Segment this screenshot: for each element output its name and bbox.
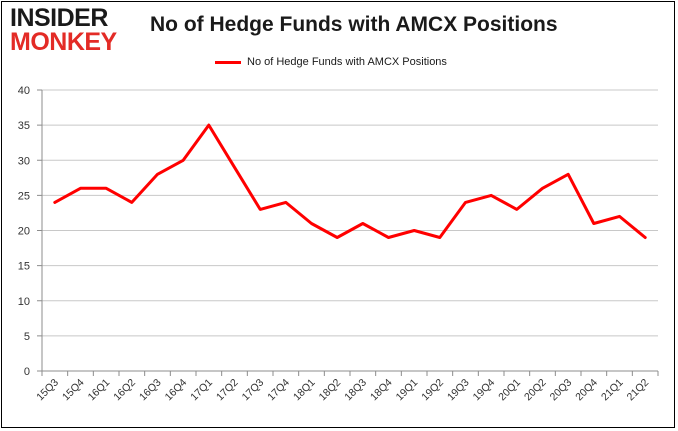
x-tick-19Q4: 19Q4 (471, 377, 498, 404)
x-tick-15Q4: 15Q4 (60, 377, 87, 404)
x-tick-21Q2: 21Q2 (625, 377, 652, 404)
legend-label: No of Hedge Funds with AMCX Positions (247, 56, 447, 68)
x-tick-labels: 15Q3 15Q4 16Q1 16Q2 16Q3 16Q4 17Q1 17Q2 17Q3 17Q4… (34, 377, 651, 404)
x-tick-17Q4: 17Q4 (265, 377, 292, 404)
x-tick-20Q1: 20Q1 (496, 377, 523, 404)
logo-line-1: INSIDER (10, 4, 108, 32)
y-tick-25: 25 (18, 190, 30, 202)
y-tick-40: 40 (18, 85, 30, 97)
y-tick-20: 20 (18, 226, 30, 238)
series-line-0 (53, 123, 647, 239)
y-tick-0: 0 (24, 366, 30, 378)
x-tick-20Q2: 20Q2 (522, 377, 549, 404)
logo-line-2: MONKEY (10, 28, 117, 56)
x-tick-19Q1: 19Q1 (394, 377, 421, 404)
x-tick-20Q4: 20Q4 (573, 377, 600, 404)
x-tick-17Q3: 17Q3 (240, 377, 267, 404)
x-tick-16Q2: 16Q2 (111, 377, 138, 404)
x-tick-19Q2: 19Q2 (419, 377, 446, 404)
x-tick-15Q3: 15Q3 (34, 377, 61, 404)
x-tick-21Q1: 21Q1 (599, 377, 626, 404)
x-tick-18Q1: 18Q1 (291, 377, 318, 404)
x-tick-20Q3: 20Q3 (548, 377, 575, 404)
y-tick-labels: 0 5 10 15 20 25 30 35 40 (18, 85, 30, 378)
x-tick-18Q2: 18Q2 (317, 377, 344, 404)
series-lines (53, 123, 647, 239)
x-tick-19Q3: 19Q3 (445, 377, 472, 404)
x-tick-16Q1: 16Q1 (86, 377, 113, 404)
y-tick-30: 30 (18, 155, 30, 167)
y-tick-15: 15 (18, 261, 30, 273)
x-tick-16Q3: 16Q3 (137, 377, 164, 404)
x-tick-17Q1: 17Q1 (188, 377, 215, 404)
legend-swatch (215, 60, 241, 64)
x-tick-17Q2: 17Q2 (214, 377, 241, 404)
grid-lines (42, 89, 658, 337)
insider-monkey-logo: INSIDER MONKEY (10, 4, 130, 56)
chart-legend: No of Hedge Funds with AMCX Positions (215, 54, 447, 70)
x-tick-18Q3: 18Q3 (342, 377, 369, 404)
x-tick-18Q4: 18Q4 (368, 377, 395, 404)
x-tick-16Q4: 16Q4 (163, 377, 190, 404)
chart-title: No of Hedge Funds with AMCX Positions (150, 13, 558, 36)
y-tick-10: 10 (18, 296, 30, 308)
y-tick-5: 5 (24, 331, 30, 343)
axes (37, 89, 659, 376)
y-tick-35: 35 (18, 120, 30, 132)
